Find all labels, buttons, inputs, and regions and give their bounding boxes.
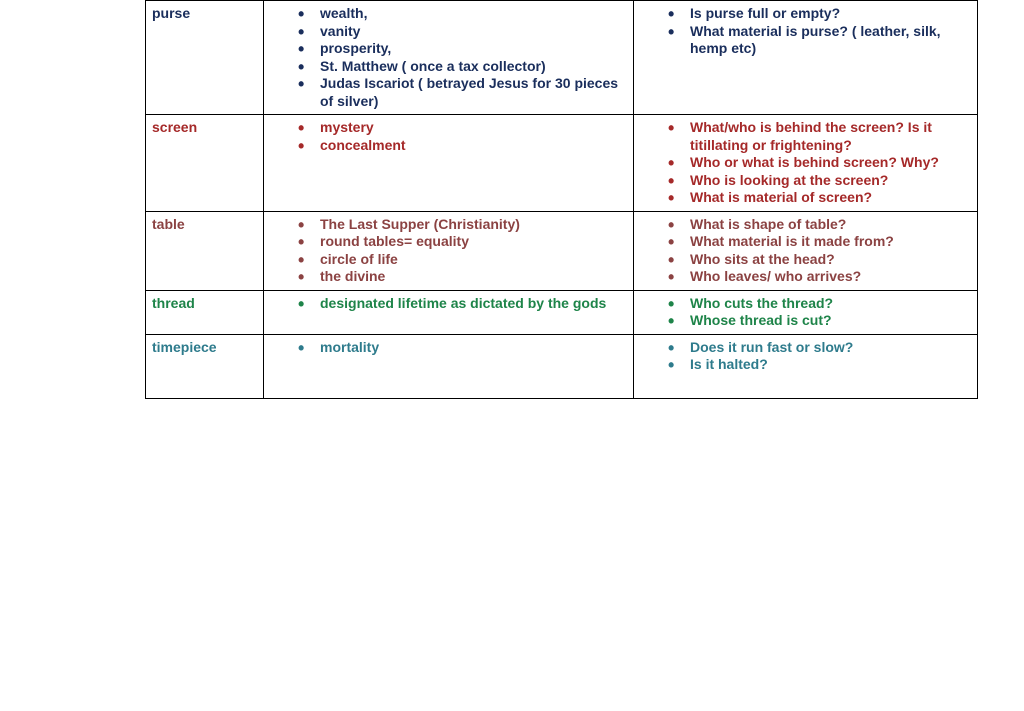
term-cell: screen [146, 115, 264, 212]
questions-cell: Who cuts the thread?Whose thread is cut? [634, 290, 978, 334]
meaning-list: The Last Supper (Christianity)round tabl… [270, 216, 627, 286]
meaning-item: vanity [298, 23, 627, 41]
meaning-item: round tables= equality [298, 233, 627, 251]
question-item: Who or what is behind screen? Why? [668, 154, 971, 172]
question-item: What is material of screen? [668, 189, 971, 207]
meaning-list: mortality [270, 339, 627, 357]
meaning-cell: wealth,vanityprosperity,St. Matthew ( on… [264, 1, 634, 115]
meaning-list: designated lifetime as dictated by the g… [270, 295, 627, 313]
question-item: Is it halted? [668, 356, 971, 374]
question-item: Does it run fast or slow? [668, 339, 971, 357]
meaning-item: the divine [298, 268, 627, 286]
symbolism-table: pursewealth,vanityprosperity,St. Matthew… [145, 0, 978, 399]
question-item: What material is purse? ( leather, silk,… [668, 23, 971, 58]
question-item: Who is looking at the screen? [668, 172, 971, 190]
table-row: tableThe Last Supper (Christianity)round… [146, 211, 978, 290]
table-body: pursewealth,vanityprosperity,St. Matthew… [146, 1, 978, 399]
questions-cell: Is purse full or empty?What material is … [634, 1, 978, 115]
symbolism-table-container: pursewealth,vanityprosperity,St. Matthew… [145, 0, 977, 399]
meaning-item: designated lifetime as dictated by the g… [298, 295, 627, 313]
question-item: Who sits at the head? [668, 251, 971, 269]
questions-list: What is shape of table?What material is … [640, 216, 971, 286]
term-cell: thread [146, 290, 264, 334]
questions-list: Is purse full or empty?What material is … [640, 5, 971, 58]
questions-cell: Does it run fast or slow?Is it halted? [634, 334, 978, 398]
meaning-cell: mortality [264, 334, 634, 398]
meaning-list: mysteryconcealment [270, 119, 627, 154]
table-row: thread designated lifetime as dictated by… [146, 290, 978, 334]
meaning-item: mystery [298, 119, 627, 137]
term-cell: purse [146, 1, 264, 115]
questions-list: Who cuts the thread?Whose thread is cut? [640, 295, 971, 330]
question-item: What is shape of table? [668, 216, 971, 234]
question-item: What material is it made from? [668, 233, 971, 251]
meaning-cell: The Last Supper (Christianity)round tabl… [264, 211, 634, 290]
question-item: Whose thread is cut? [668, 312, 971, 330]
meaning-list: wealth,vanityprosperity,St. Matthew ( on… [270, 5, 627, 110]
meaning-item: prosperity, [298, 40, 627, 58]
meaning-cell: designated lifetime as dictated by the g… [264, 290, 634, 334]
questions-list: What/who is behind the screen? Is it tit… [640, 119, 971, 207]
meaning-item: Judas Iscariot ( betrayed Jesus for 30 p… [298, 75, 627, 110]
questions-list: Does it run fast or slow?Is it halted? [640, 339, 971, 374]
question-item: What/who is behind the screen? Is it tit… [668, 119, 971, 154]
meaning-item: mortality [298, 339, 627, 357]
meaning-item: concealment [298, 137, 627, 155]
meaning-cell: mysteryconcealment [264, 115, 634, 212]
table-row: pursewealth,vanityprosperity,St. Matthew… [146, 1, 978, 115]
meaning-item: wealth, [298, 5, 627, 23]
meaning-item: St. Matthew ( once a tax collector) [298, 58, 627, 76]
questions-cell: What/who is behind the screen? Is it tit… [634, 115, 978, 212]
question-item: Who leaves/ who arrives? [668, 268, 971, 286]
meaning-item: The Last Supper (Christianity) [298, 216, 627, 234]
questions-cell: What is shape of table?What material is … [634, 211, 978, 290]
question-item: Who cuts the thread? [668, 295, 971, 313]
table-row: screenmysteryconcealmentWhat/who is behi… [146, 115, 978, 212]
question-item: Is purse full or empty? [668, 5, 971, 23]
term-cell: timepiece [146, 334, 264, 398]
meaning-item: circle of life [298, 251, 627, 269]
table-row: timepiece mortality Does it run fast or sl… [146, 334, 978, 398]
term-cell: table [146, 211, 264, 290]
